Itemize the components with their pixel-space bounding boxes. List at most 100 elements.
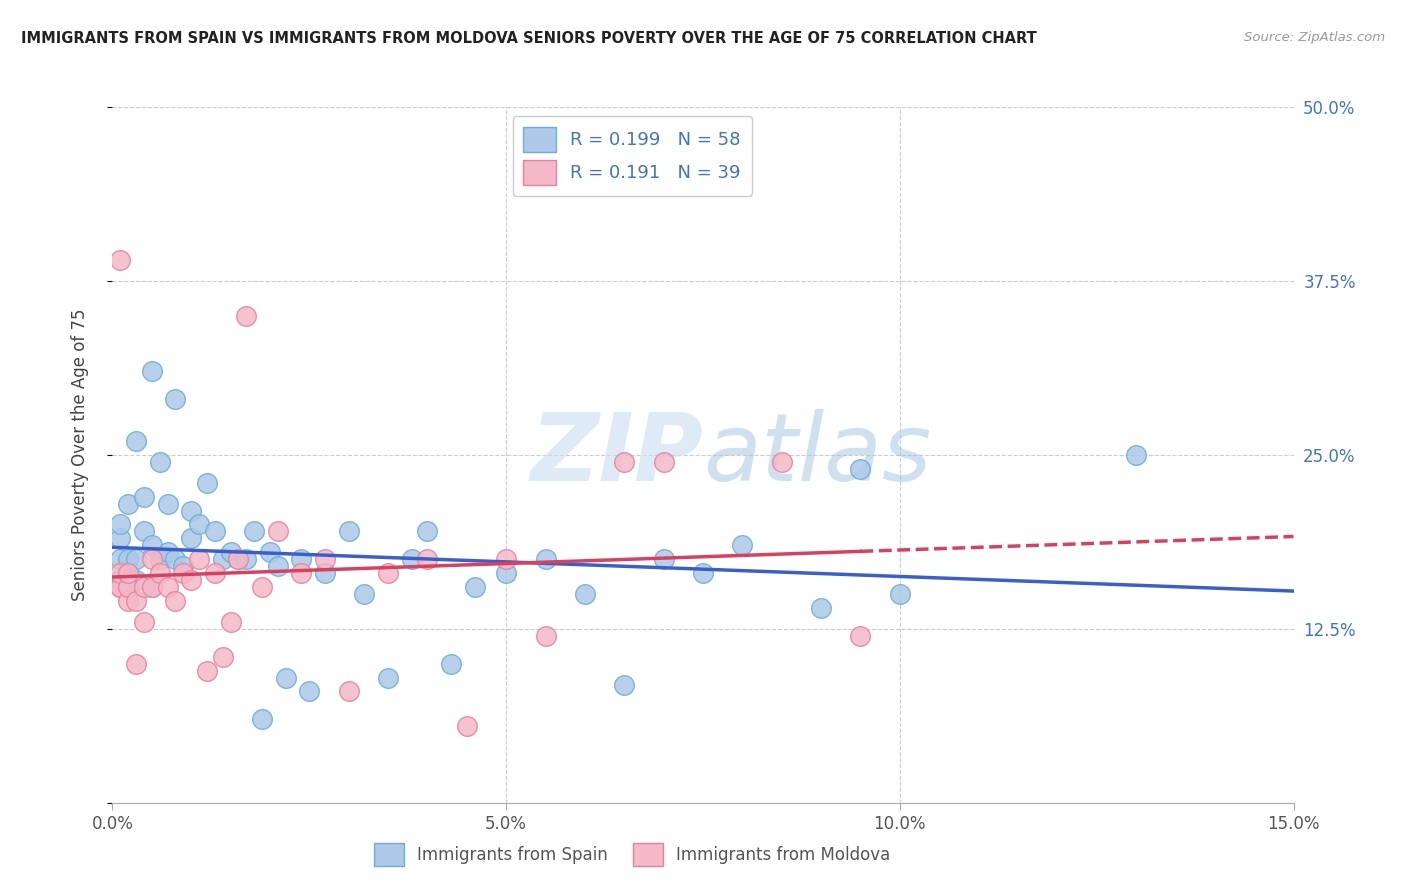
Point — [353, 587, 375, 601]
Point — [188, 517, 211, 532]
Point — [228, 552, 250, 566]
Point — [141, 552, 163, 566]
Point — [298, 684, 321, 698]
Point — [401, 552, 423, 566]
Point — [110, 517, 132, 532]
Point — [110, 532, 132, 546]
Point — [110, 253, 132, 268]
Point — [574, 587, 596, 601]
Point — [125, 594, 148, 608]
Point — [180, 573, 202, 587]
Point — [652, 552, 675, 566]
Point — [125, 552, 148, 566]
Point — [849, 462, 872, 476]
Point — [188, 552, 211, 566]
Point — [141, 580, 163, 594]
Point — [117, 566, 139, 581]
Text: atlas: atlas — [703, 409, 931, 500]
Point — [250, 580, 273, 594]
Y-axis label: Seniors Poverty Over the Age of 75: Seniors Poverty Over the Age of 75 — [70, 309, 89, 601]
Point — [267, 559, 290, 574]
Point — [810, 601, 832, 615]
Text: Source: ZipAtlas.com: Source: ZipAtlas.com — [1244, 31, 1385, 45]
Point — [440, 657, 463, 671]
Point — [141, 538, 163, 552]
Point — [290, 566, 312, 581]
Point — [110, 580, 132, 594]
Point — [110, 552, 132, 566]
Text: ZIP: ZIP — [530, 409, 703, 501]
Point — [117, 580, 139, 594]
Point — [132, 580, 155, 594]
Point — [156, 545, 179, 559]
Point — [337, 684, 360, 698]
Point — [495, 566, 517, 581]
Point — [613, 455, 636, 469]
Point — [180, 532, 202, 546]
Point — [290, 552, 312, 566]
Point — [195, 475, 218, 490]
Point — [274, 671, 297, 685]
Point — [141, 580, 163, 594]
Point — [149, 552, 172, 566]
Point — [165, 594, 187, 608]
Point — [125, 434, 148, 448]
Point — [172, 559, 194, 574]
Point — [534, 552, 557, 566]
Point — [259, 545, 281, 559]
Text: IMMIGRANTS FROM SPAIN VS IMMIGRANTS FROM MOLDOVA SENIORS POVERTY OVER THE AGE OF: IMMIGRANTS FROM SPAIN VS IMMIGRANTS FROM… — [21, 31, 1036, 46]
Point — [652, 455, 675, 469]
Point — [377, 566, 399, 581]
Point — [770, 455, 793, 469]
Point — [235, 309, 257, 323]
Point — [156, 580, 179, 594]
Point — [495, 552, 517, 566]
Point — [180, 503, 202, 517]
Point — [132, 524, 155, 539]
Point — [117, 594, 139, 608]
Point — [1125, 448, 1147, 462]
Point — [165, 552, 187, 566]
Point — [117, 580, 139, 594]
Point — [156, 497, 179, 511]
Point — [211, 649, 233, 664]
Point — [117, 552, 139, 566]
Point — [165, 392, 187, 407]
Point — [235, 552, 257, 566]
Point — [228, 552, 250, 566]
Point — [110, 580, 132, 594]
Point — [132, 615, 155, 629]
Point — [149, 455, 172, 469]
Point — [456, 719, 478, 733]
Legend: Immigrants from Spain, Immigrants from Moldova: Immigrants from Spain, Immigrants from M… — [366, 834, 898, 874]
Point — [125, 573, 148, 587]
Point — [377, 671, 399, 685]
Point — [204, 524, 226, 539]
Point — [416, 524, 439, 539]
Point — [172, 566, 194, 581]
Point — [337, 524, 360, 539]
Point — [731, 538, 754, 552]
Point — [613, 677, 636, 691]
Point — [243, 524, 266, 539]
Point — [267, 524, 290, 539]
Point — [534, 629, 557, 643]
Point — [314, 552, 336, 566]
Point — [117, 497, 139, 511]
Point — [125, 657, 148, 671]
Point — [219, 615, 242, 629]
Point — [416, 552, 439, 566]
Point — [117, 566, 139, 581]
Point — [250, 712, 273, 726]
Point — [195, 664, 218, 678]
Point — [314, 566, 336, 581]
Point — [110, 566, 132, 581]
Point — [219, 545, 242, 559]
Point — [889, 587, 911, 601]
Point — [149, 566, 172, 581]
Point — [849, 629, 872, 643]
Point — [132, 490, 155, 504]
Point — [141, 364, 163, 378]
Point — [464, 580, 486, 594]
Point — [692, 566, 714, 581]
